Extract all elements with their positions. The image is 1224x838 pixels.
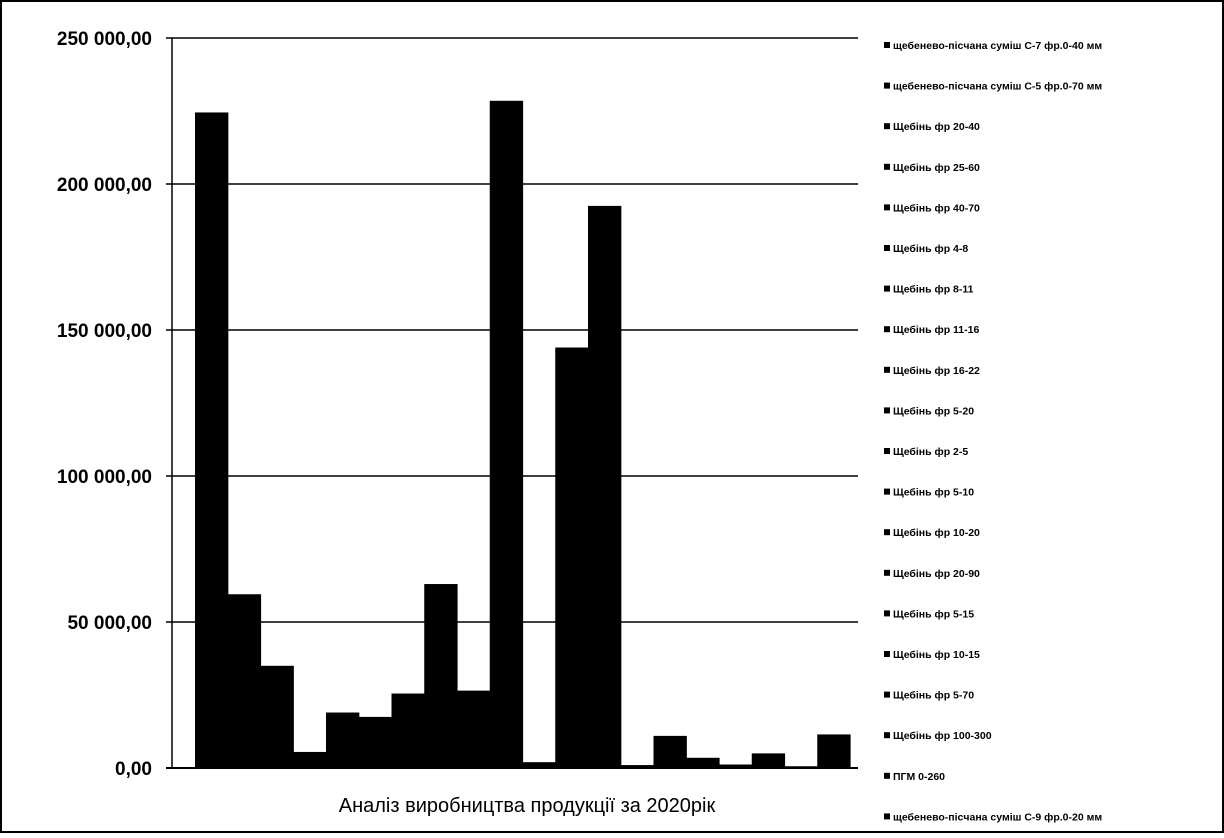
legend-swatch (884, 163, 890, 170)
bar (686, 757, 720, 768)
bar (719, 764, 753, 768)
bars (195, 100, 851, 768)
legend-swatch (884, 366, 890, 373)
x-axis-label: Аналіз виробництва продукції за 2020рік (339, 795, 716, 817)
legend-label: Щебінь фр 20-40 (893, 121, 980, 133)
bar (489, 100, 524, 768)
legend-label: Щебінь фр 5-15 (893, 608, 974, 620)
legend-label: Щебінь фр 5-10 (893, 487, 974, 499)
legend-swatch (884, 245, 890, 251)
legend-label: Щебінь фр 100-300 (893, 730, 992, 742)
y-tick-label: 200 000,00 (57, 175, 152, 196)
bar (293, 751, 327, 768)
legend-label: Щебінь фр 16-22 (893, 365, 980, 377)
legend-swatch (884, 204, 890, 211)
legend-label: Щебінь фр 2-5 (893, 446, 968, 458)
bar (457, 690, 491, 768)
legend-label: ПГМ 0-260 (893, 771, 945, 783)
legend-swatch (884, 772, 890, 779)
bar (555, 347, 589, 768)
legend-swatch (884, 42, 890, 48)
bar (227, 594, 262, 768)
y-tick-label: 50 000,00 (67, 613, 152, 634)
legend-swatch (884, 569, 890, 576)
bar (195, 112, 229, 768)
axes (166, 38, 858, 769)
bar (326, 712, 360, 768)
legend-swatch (884, 82, 890, 89)
bar (620, 765, 655, 768)
legend-swatch (884, 813, 890, 820)
legend-swatch (884, 326, 890, 333)
y-tick-label: 150 000,00 (57, 321, 152, 342)
legend-label: щебенево-піcчана суміш С-7 фр.0-40 мм (893, 40, 1102, 52)
legend-swatch (884, 529, 890, 536)
legend-swatch (884, 285, 890, 292)
bar (260, 665, 294, 768)
legend-swatch (884, 488, 890, 495)
legend-swatch (884, 123, 890, 130)
legend: щебенево-піcчана суміш С-7 фр.0-40 мм щеб… (884, 40, 1102, 823)
bar (588, 205, 622, 768)
legend-label: Щебінь фр 10-15 (893, 649, 980, 661)
bar (391, 693, 425, 768)
legend-swatch (884, 407, 890, 414)
legend-label: Щебінь фр 20-90 (893, 568, 980, 580)
y-tick-labels: 0,00 50 000,00 100 000,00 150 000,00 200 000… (57, 29, 152, 780)
legend-label: Щебінь фр 4-8 (893, 243, 968, 255)
legend-swatch (884, 732, 890, 739)
legend-label: Щебінь фр 5-70 (893, 690, 974, 702)
y-tick-label: 100 000,00 (57, 467, 152, 488)
legend-swatch (884, 448, 890, 454)
legend-label: Щебінь фр 8-11 (893, 284, 974, 296)
legend-label: щебенево-піcчана суміш С-5 фр.0-70 мм (893, 81, 1102, 93)
bar (522, 762, 556, 768)
legend-label: Щебінь фр 10-20 (893, 527, 980, 539)
legend-label: Щебінь фр 11-16 (893, 324, 979, 336)
bar (751, 753, 786, 768)
legend-label: Щебінь фр 40-70 (893, 202, 980, 214)
bar (653, 735, 687, 768)
bar (817, 734, 851, 768)
legend-label: Щебінь фр 25-60 (893, 162, 980, 174)
legend-label: Щебінь фр 5-20 (893, 405, 974, 417)
y-tick-label: 250 000,00 (57, 29, 152, 50)
bar (424, 584, 458, 768)
bar (358, 716, 393, 768)
legend-swatch (884, 610, 890, 617)
y-tick-label: 0,00 (115, 759, 152, 780)
legend-label: щебенево-піcчана суміш С-9 фр.0-20 мм (893, 811, 1102, 823)
legend-swatch (884, 691, 890, 698)
legend-swatch (884, 651, 890, 657)
